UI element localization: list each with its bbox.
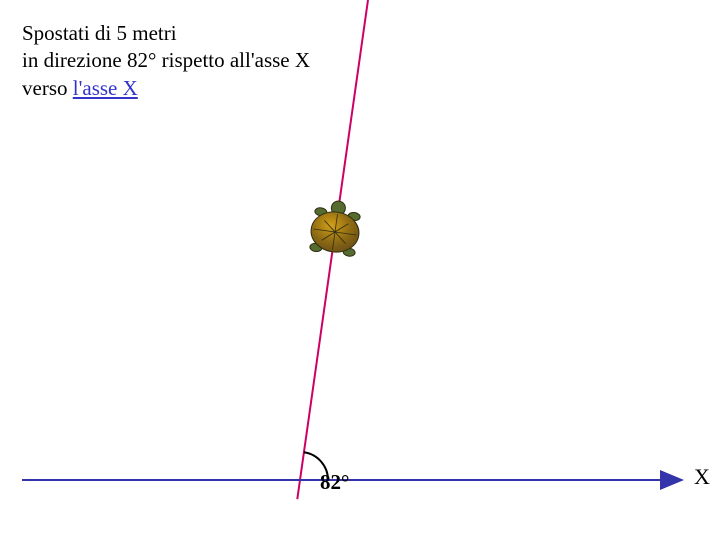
line2-value: 82°: [127, 48, 156, 72]
line2-prefix: in direzione: [22, 48, 127, 72]
line3-link: l'asse X: [73, 76, 138, 100]
x-axis-label: X: [694, 464, 710, 490]
instruction-text: Spostati di 5 metri in direzione 82° ris…: [22, 20, 310, 102]
line3-prefix: verso: [22, 76, 73, 100]
angle-label: 82°: [320, 470, 349, 495]
line1-prefix: Spostati di: [22, 21, 117, 45]
line2-suffix: rispetto all'asse X: [156, 48, 310, 72]
line1-value: 5 metri: [117, 21, 177, 45]
turtle-icon: [308, 198, 363, 257]
